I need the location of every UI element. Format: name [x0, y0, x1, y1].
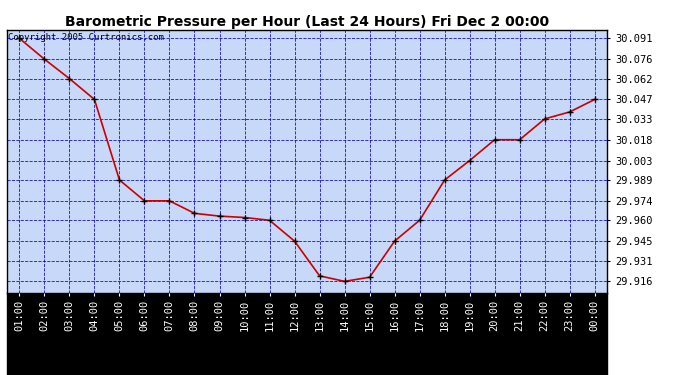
Title: Barometric Pressure per Hour (Last 24 Hours) Fri Dec 2 00:00: Barometric Pressure per Hour (Last 24 Ho…: [65, 15, 549, 29]
Text: Copyright 2005 Curtronics.com: Copyright 2005 Curtronics.com: [8, 33, 164, 42]
